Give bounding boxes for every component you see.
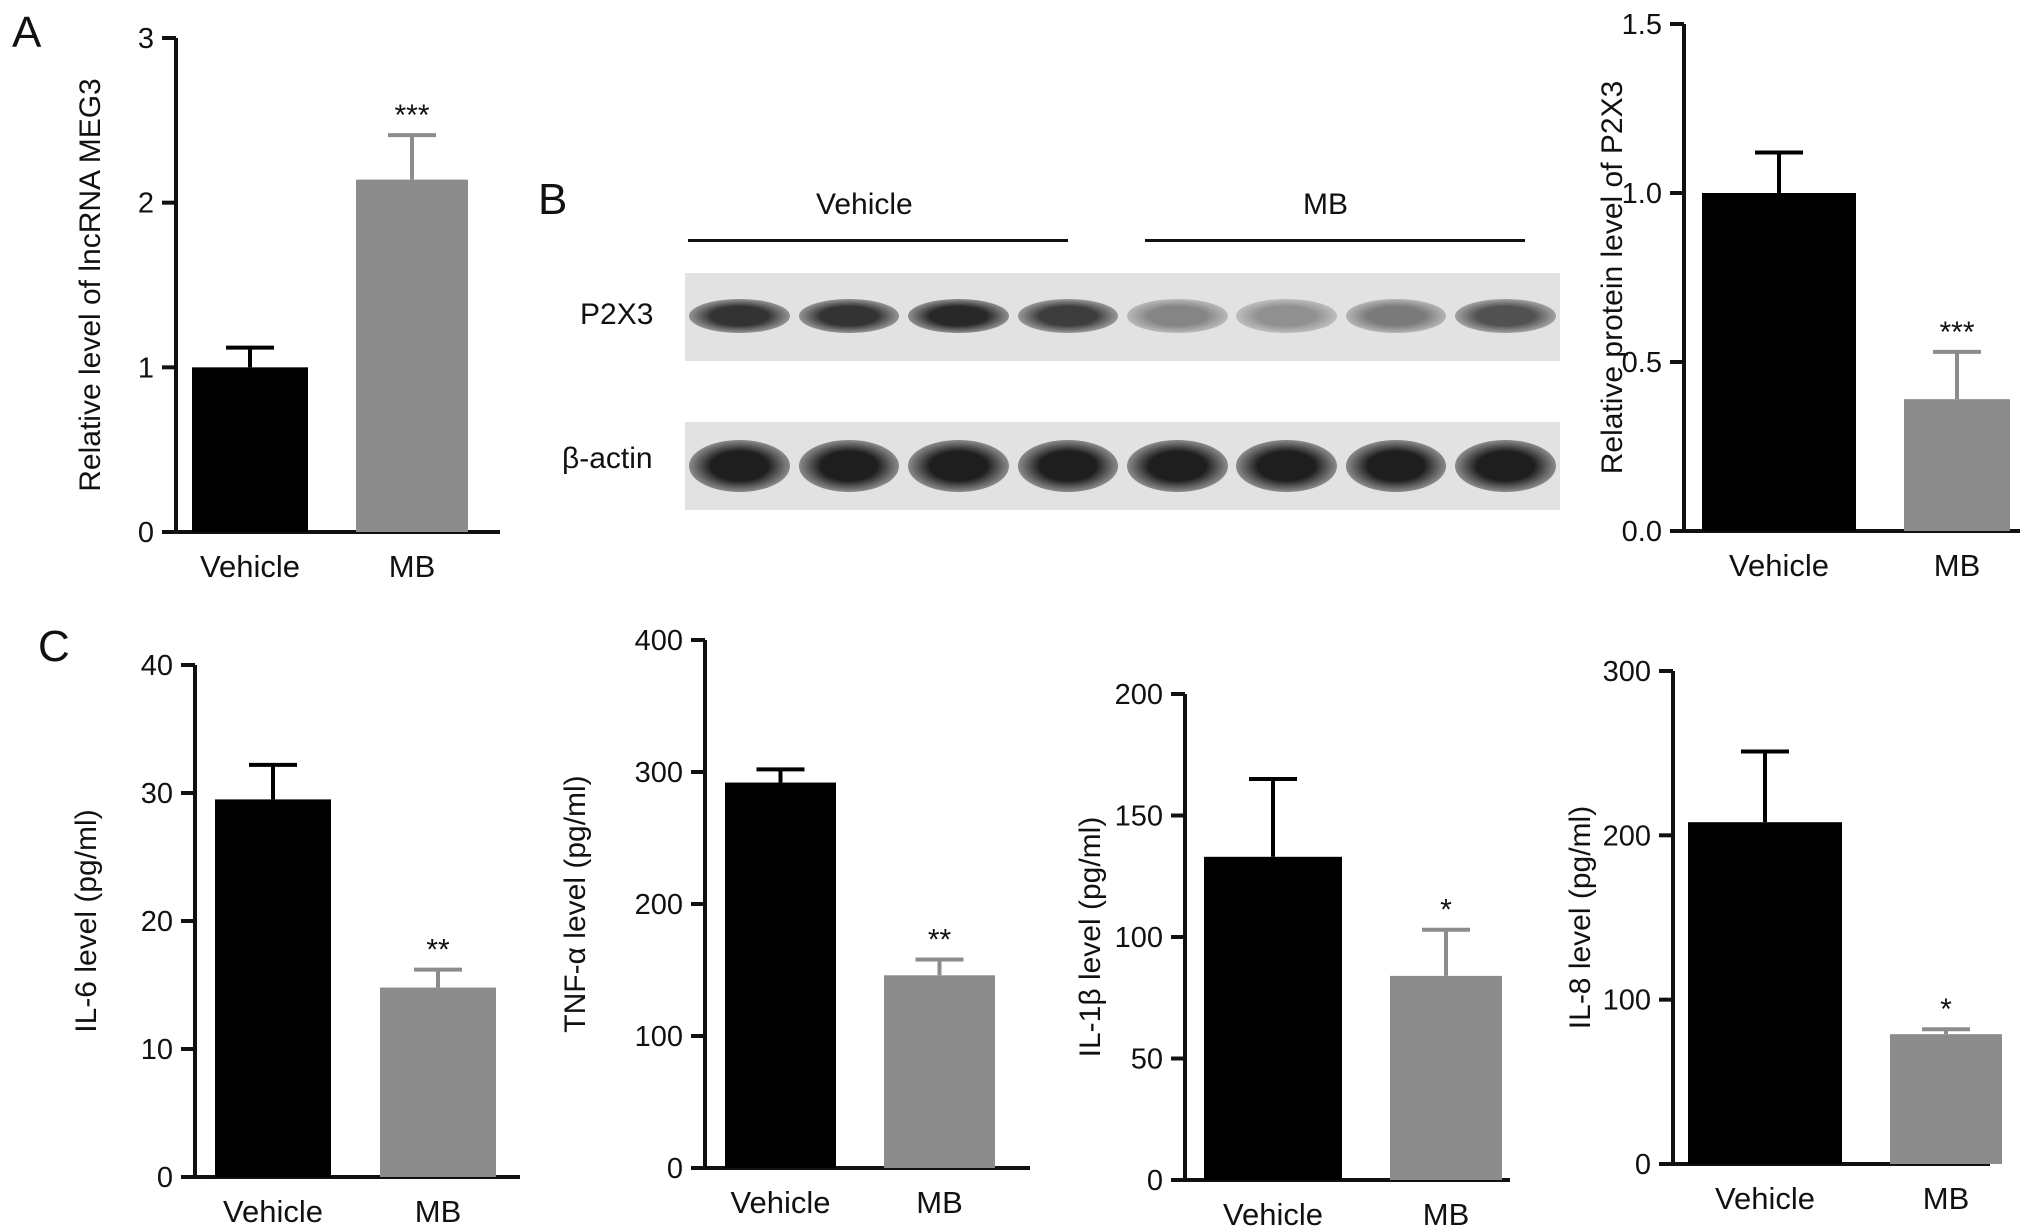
bar — [884, 975, 995, 1168]
actin-band — [1345, 440, 1447, 492]
bar — [725, 782, 836, 1168]
blot-row-label-p2x3: P2X3 — [580, 298, 654, 331]
western-blot: Vehicle MB P2X3 β-actin — [540, 180, 1570, 520]
y-tick-label: 30 — [141, 778, 173, 810]
panel-label-b: B — [538, 175, 568, 224]
bar — [1688, 822, 1842, 1164]
actin-band — [689, 440, 790, 492]
bar — [1204, 856, 1342, 1180]
y-tick-label: 20 — [141, 906, 173, 938]
actin-band — [1236, 440, 1337, 492]
y-tick-label: 0 — [1147, 1165, 1163, 1197]
blot-group-line-mb — [1145, 239, 1525, 242]
bar — [1702, 193, 1856, 531]
y-tick-label: 150 — [1115, 801, 1163, 833]
y-tick-label: 1 — [138, 352, 154, 384]
significance-label: * — [1440, 894, 1452, 927]
chart-meg3: 0 1 2 3 Relative level of lncRNA MEG3 Vehicle… — [74, 23, 500, 584]
y-tick-label: 3 — [138, 23, 154, 55]
y-tick-label: 400 — [635, 625, 683, 657]
y-axis-label: IL-6 level (pg/ml) — [70, 809, 103, 1032]
actin-band — [798, 440, 900, 492]
panel-label-c: C — [38, 622, 70, 671]
y-tick-label: 0.5 — [1622, 347, 1662, 379]
panel-label-a: A — [12, 8, 42, 57]
x-tick-label: Vehicle — [223, 1194, 323, 1229]
actin-band — [1126, 440, 1228, 492]
p2x3-band — [1455, 299, 1556, 333]
p2x3-band — [1017, 299, 1119, 333]
x-tick-label: MB — [389, 549, 436, 584]
significance-label: ** — [426, 934, 450, 967]
x-tick-label: MB — [1423, 1197, 1470, 1231]
y-tick-label: 200 — [635, 889, 683, 921]
actin-band — [1455, 440, 1556, 492]
significance-label: * — [1940, 993, 1952, 1026]
y-tick-label: 10 — [141, 1034, 173, 1066]
x-tick-label: MB — [415, 1194, 462, 1229]
chart-il6: 0 10 20 30 40 IL-6 level (pg/ml) Vehicle MB ** — [70, 650, 520, 1229]
x-tick-label: MB — [1923, 1181, 1970, 1216]
significance-label: ** — [928, 923, 952, 956]
y-axis-label: TNF-α level (pg/ml) — [559, 775, 592, 1032]
y-tick-label: 0 — [138, 517, 154, 549]
bar — [380, 987, 496, 1177]
blot-group-mb: MB — [1303, 188, 1348, 221]
bar — [215, 799, 331, 1177]
y-tick-label: 200 — [1603, 820, 1651, 852]
y-axis-label: IL-8 level (pg/ml) — [1564, 806, 1597, 1029]
y-axis-label: Relative level of lncRNA MEG3 — [74, 78, 107, 492]
x-tick-label: Vehicle — [1729, 548, 1829, 583]
bar — [356, 179, 468, 532]
y-axis-label: IL-1β level (pg/ml) — [1074, 817, 1107, 1058]
significance-label: *** — [1939, 316, 1974, 349]
actin-band — [908, 440, 1009, 492]
y-tick-label: 40 — [141, 650, 173, 682]
y-tick-label: 50 — [1131, 1044, 1163, 1076]
y-tick-label: 200 — [1115, 679, 1163, 711]
p2x3-band — [689, 299, 790, 333]
significance-label: *** — [394, 99, 429, 132]
x-tick-label: Vehicle — [200, 549, 300, 584]
x-tick-label: Vehicle — [1715, 1181, 1815, 1216]
blot-strip-actin — [685, 422, 1560, 510]
bar — [1904, 399, 2010, 531]
y-tick-label: 100 — [635, 1021, 683, 1053]
x-tick-label: MB — [1934, 548, 1981, 583]
p2x3-band — [1236, 299, 1337, 333]
bar — [1890, 1034, 2002, 1164]
chart-tnf: 0 100 200 300 400 TNF-α level (pg/ml) Vehicle M… — [559, 625, 1030, 1220]
y-tick-label: 300 — [635, 757, 683, 789]
y-axis-label: Relative protein level of P2X3 — [1596, 81, 1629, 475]
blot-strip-p2x3 — [685, 273, 1560, 361]
p2x3-band — [1345, 299, 1447, 333]
chart-il8: 0 100 200 300 IL-8 level (pg/ml) Vehicle MB * — [1564, 656, 2002, 1216]
x-tick-label: Vehicle — [731, 1185, 831, 1220]
y-tick-label: 2 — [138, 188, 154, 220]
p2x3-band — [1126, 299, 1228, 333]
y-tick-label: 100 — [1603, 985, 1651, 1017]
chart-il1b: 0 50 100 150 200 IL-1β level (pg/ml) Vehicle MB… — [1074, 679, 1510, 1231]
x-tick-label: MB — [916, 1185, 963, 1220]
y-tick-label: 0 — [667, 1153, 683, 1185]
chart-p2x3: 0.0 0.5 1.0 1.5 Relative protein level of P2… — [1596, 9, 2020, 583]
blot-group-vehicle: Vehicle — [816, 188, 913, 221]
actin-band — [1017, 440, 1119, 492]
x-tick-label: Vehicle — [1223, 1197, 1323, 1231]
bar — [192, 367, 308, 532]
y-tick-label: 0 — [1635, 1149, 1651, 1181]
blot-row-label-actin: β-actin — [562, 442, 653, 475]
p2x3-band — [798, 299, 900, 333]
bar — [1390, 975, 1502, 1180]
y-tick-label: 1.5 — [1622, 9, 1662, 41]
y-tick-label: 100 — [1115, 922, 1163, 954]
y-tick-label: 0.0 — [1622, 516, 1662, 548]
blot-group-line-vehicle — [688, 239, 1068, 242]
p2x3-band — [908, 299, 1009, 333]
y-tick-label: 1.0 — [1622, 178, 1662, 210]
y-tick-label: 300 — [1603, 656, 1651, 688]
y-tick-label: 0 — [157, 1162, 173, 1194]
